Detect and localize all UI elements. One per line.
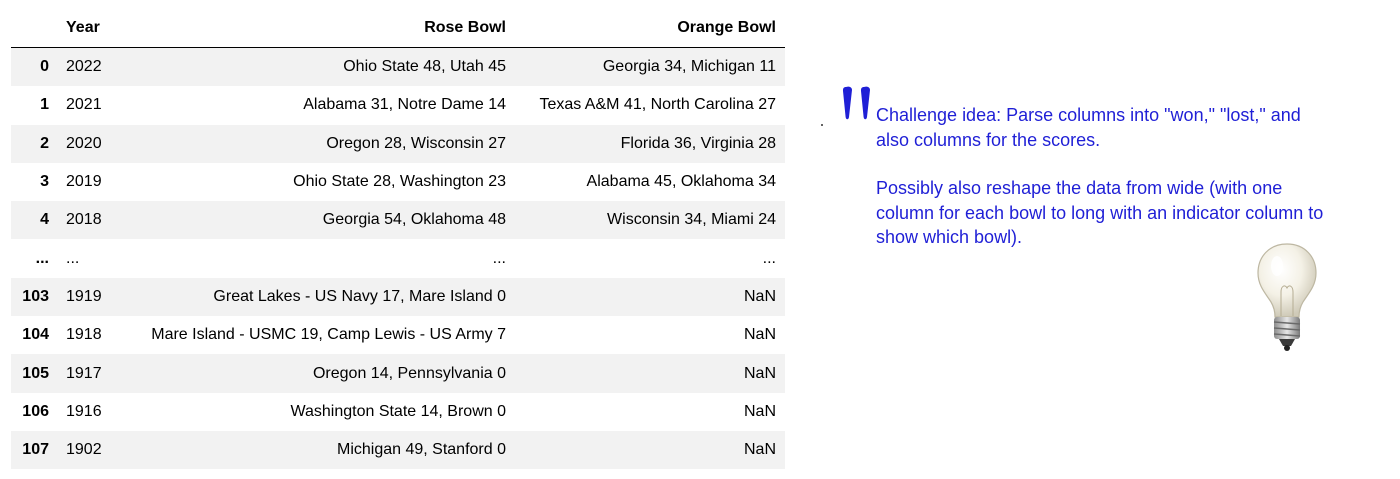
row-index: 105: [22, 364, 49, 382]
header-year: Year: [66, 19, 100, 36]
cell-year: ...: [66, 249, 80, 267]
stray-mark: [821, 124, 823, 126]
cell-rose-bowl: Ohio State 48, Utah 45: [343, 58, 506, 76]
row-index: ...: [35, 249, 49, 267]
row-index: 4: [40, 211, 49, 229]
cell-rose-bowl: Oregon 14, Pennsylvania 0: [312, 364, 506, 382]
table-row: 0 2022 Ohio State 48, Utah 45 Georgia 34, M…: [11, 48, 785, 87]
note-paragraph-2: Possibly also reshape the data from wide…: [876, 178, 1324, 247]
table-row: 107 1902 Michigan 49, Stanford 0 NaN: [11, 430, 785, 470]
dataframe-table: Year Rose Bowl Orange Bowl 0 2022 Ohio Sta…: [11, 9, 785, 470]
row-index: 3: [40, 173, 49, 191]
cell-year: 2022: [66, 58, 102, 76]
cell-orange-bowl: Alabama 45, Oklahoma 34: [586, 173, 776, 191]
cell-orange-bowl: NaN: [743, 287, 776, 305]
cell-year: 2019: [66, 173, 102, 191]
annotation-note: Challenge idea: Parse columns into "won,…: [876, 103, 1326, 250]
cell-rose-bowl: Alabama 31, Notre Dame 14: [303, 96, 506, 114]
table-header: Year Rose Bowl Orange Bowl: [11, 9, 785, 48]
table-row: 4 2018 Georgia 54, Oklahoma 48 Wisconsin 34…: [11, 201, 785, 240]
quote-mark-icon: [842, 86, 870, 120]
table-row: 2 2020 Oregon 28, Wisconsin 27 Florida 36, …: [11, 124, 785, 163]
cell-rose-bowl: Michigan 49, Stanford 0: [337, 441, 506, 459]
row-index: 106: [22, 402, 49, 420]
table-body: 0 2022 Ohio State 48, Utah 45 Georgia 34, M…: [11, 48, 785, 470]
header-rose-bowl: Rose Bowl: [424, 19, 506, 36]
cell-orange-bowl: Florida 36, Virginia 28: [620, 134, 776, 152]
cell-year: 1917: [66, 364, 102, 382]
cell-orange-bowl: Wisconsin 34, Miami 24: [607, 211, 776, 229]
row-index: 103: [22, 287, 49, 305]
table-row: 103 1919 Great Lakes - US Navy 17, Mare Is…: [11, 277, 785, 317]
row-index: 107: [22, 441, 49, 459]
cell-rose-bowl: Great Lakes - US Navy 17, Mare Island 0: [213, 287, 506, 305]
cell-orange-bowl: NaN: [743, 441, 776, 459]
cell-orange-bowl: NaN: [743, 402, 776, 420]
cell-year: 1919: [66, 287, 102, 305]
cell-orange-bowl: NaN: [743, 326, 776, 344]
cell-orange-bowl: NaN: [743, 364, 776, 382]
cell-year: 1902: [66, 441, 102, 459]
note-paragraph-1: Challenge idea: Parse columns into "won,…: [876, 105, 1301, 150]
cell-orange-bowl: Georgia 34, Michigan 11: [602, 58, 776, 76]
cell-year: 1918: [66, 326, 102, 344]
cell-year: 1916: [66, 402, 102, 420]
row-index: 2: [40, 134, 49, 152]
cell-year: 2021: [66, 96, 102, 114]
table-row: 3 2019 Ohio State 28, Washington 23 Alabama…: [11, 163, 785, 201]
table-row: 1 2021 Alabama 31, Notre Dame 14 Texas A&M …: [11, 86, 785, 124]
cell-year: 2020: [66, 134, 102, 152]
header-index: [11, 9, 49, 47]
cell-orange-bowl: ...: [762, 249, 776, 267]
table-row: ............: [11, 239, 785, 277]
row-index: 104: [22, 326, 49, 344]
table-row: 105 1917 Oregon 14, Pennsylvania 0 NaN: [11, 354, 785, 393]
table-row: 106 1916 Washington State 14, Brown 0 NaN: [11, 393, 785, 431]
cell-orange-bowl: Texas A&M 41, North Carolina 27: [539, 96, 776, 114]
table-row: 104 1918 Mare Island - USMC 19, Camp Lewis…: [11, 316, 785, 354]
row-index: 1: [40, 96, 49, 114]
cell-rose-bowl: Mare Island - USMC 19, Camp Lewis - US A…: [151, 326, 506, 344]
lightbulb-icon: [1257, 243, 1317, 351]
cell-rose-bowl: Ohio State 28, Washington 23: [293, 173, 506, 191]
cell-rose-bowl: ...: [492, 249, 506, 267]
row-index: 0: [40, 58, 49, 76]
cell-rose-bowl: Washington State 14, Brown 0: [290, 402, 506, 420]
cell-rose-bowl: Oregon 28, Wisconsin 27: [326, 134, 506, 152]
cell-rose-bowl: Georgia 54, Oklahoma 48: [322, 211, 506, 229]
cell-year: 2018: [66, 211, 102, 229]
header-orange-bowl: Orange Bowl: [677, 19, 776, 36]
